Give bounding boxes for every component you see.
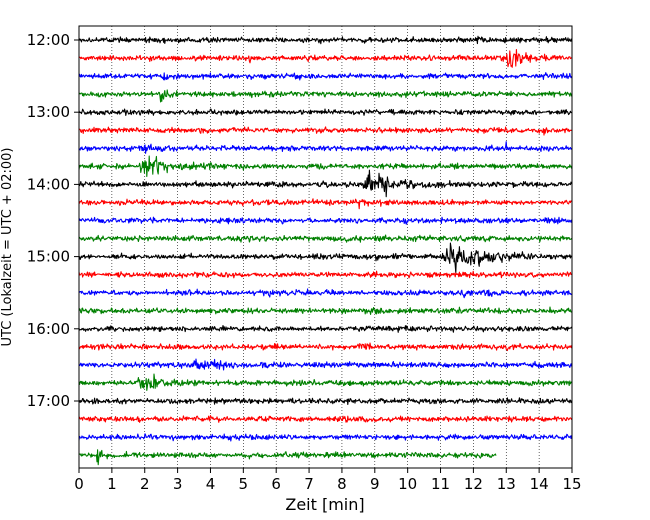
trace-1245 xyxy=(78,89,573,103)
trace-1500 xyxy=(78,242,573,274)
trace-1530 xyxy=(78,288,573,299)
y-tick-label: 16:00 xyxy=(27,320,70,338)
x-tick-label: 6 xyxy=(271,475,281,493)
trace-1430 xyxy=(78,216,573,225)
y-tick-label: 13:00 xyxy=(27,103,70,121)
x-tick-label: 13 xyxy=(497,475,516,493)
trace-1700 xyxy=(78,397,573,405)
x-tick-label: 10 xyxy=(398,475,417,493)
trace-1515 xyxy=(78,270,572,279)
x-tick-label: 2 xyxy=(140,475,150,493)
y-axis-ticks: 12:00 13:00 14:00 15:00 16:00 17:00 xyxy=(27,31,79,410)
plot-frame xyxy=(78,25,573,469)
trace-1400 xyxy=(78,169,573,198)
trace-1415 xyxy=(78,198,573,210)
x-tick-label: 4 xyxy=(206,475,216,493)
x-tick-label: 0 xyxy=(74,475,84,493)
y-tick-label: 15:00 xyxy=(27,248,70,266)
trace-1445 xyxy=(78,234,573,243)
trace-1330 xyxy=(78,141,573,154)
trace-1730 xyxy=(78,433,573,442)
x-tick-label: 8 xyxy=(337,475,347,493)
trace-1645 xyxy=(78,373,573,391)
y-axis-title: UTC (Lokalzeit = UTC + 02:00) xyxy=(0,148,15,347)
y-tick-label: 14:00 xyxy=(27,175,70,193)
trace-1615 xyxy=(78,342,573,352)
trace-1600 xyxy=(78,324,573,333)
x-axis-ticks: 0 1 2 3 4 5 6 7 8 9 10 11 12 13 14 15 xyxy=(74,468,582,493)
y-tick-label: 12:00 xyxy=(27,31,70,49)
y-tick-label: 17:00 xyxy=(27,392,70,410)
x-tick-label: 12 xyxy=(464,475,483,493)
x-tick-label: 9 xyxy=(370,475,380,493)
trace-1715 xyxy=(78,415,573,423)
x-axis-title: Zeit [min] xyxy=(285,495,364,514)
trace-1345 xyxy=(78,155,573,178)
trace-1745 xyxy=(78,449,497,466)
x-tick-label: 11 xyxy=(431,475,450,493)
trace-1200 xyxy=(78,35,573,45)
trace-1300 xyxy=(78,108,572,116)
trace-1230 xyxy=(78,72,573,81)
x-tick-label: 1 xyxy=(107,475,117,493)
trace-1545 xyxy=(78,306,572,315)
trace-1630 xyxy=(78,358,573,371)
x-tick-label: 3 xyxy=(173,475,183,493)
x-tick-label: 5 xyxy=(239,475,249,493)
trace-1315 xyxy=(78,126,572,136)
x-tick-label: 7 xyxy=(304,475,314,493)
trace-1215 xyxy=(78,49,572,68)
seismic-traces xyxy=(78,35,573,466)
x-tick-label: 15 xyxy=(562,475,581,493)
x-tick-label: 14 xyxy=(530,475,549,493)
